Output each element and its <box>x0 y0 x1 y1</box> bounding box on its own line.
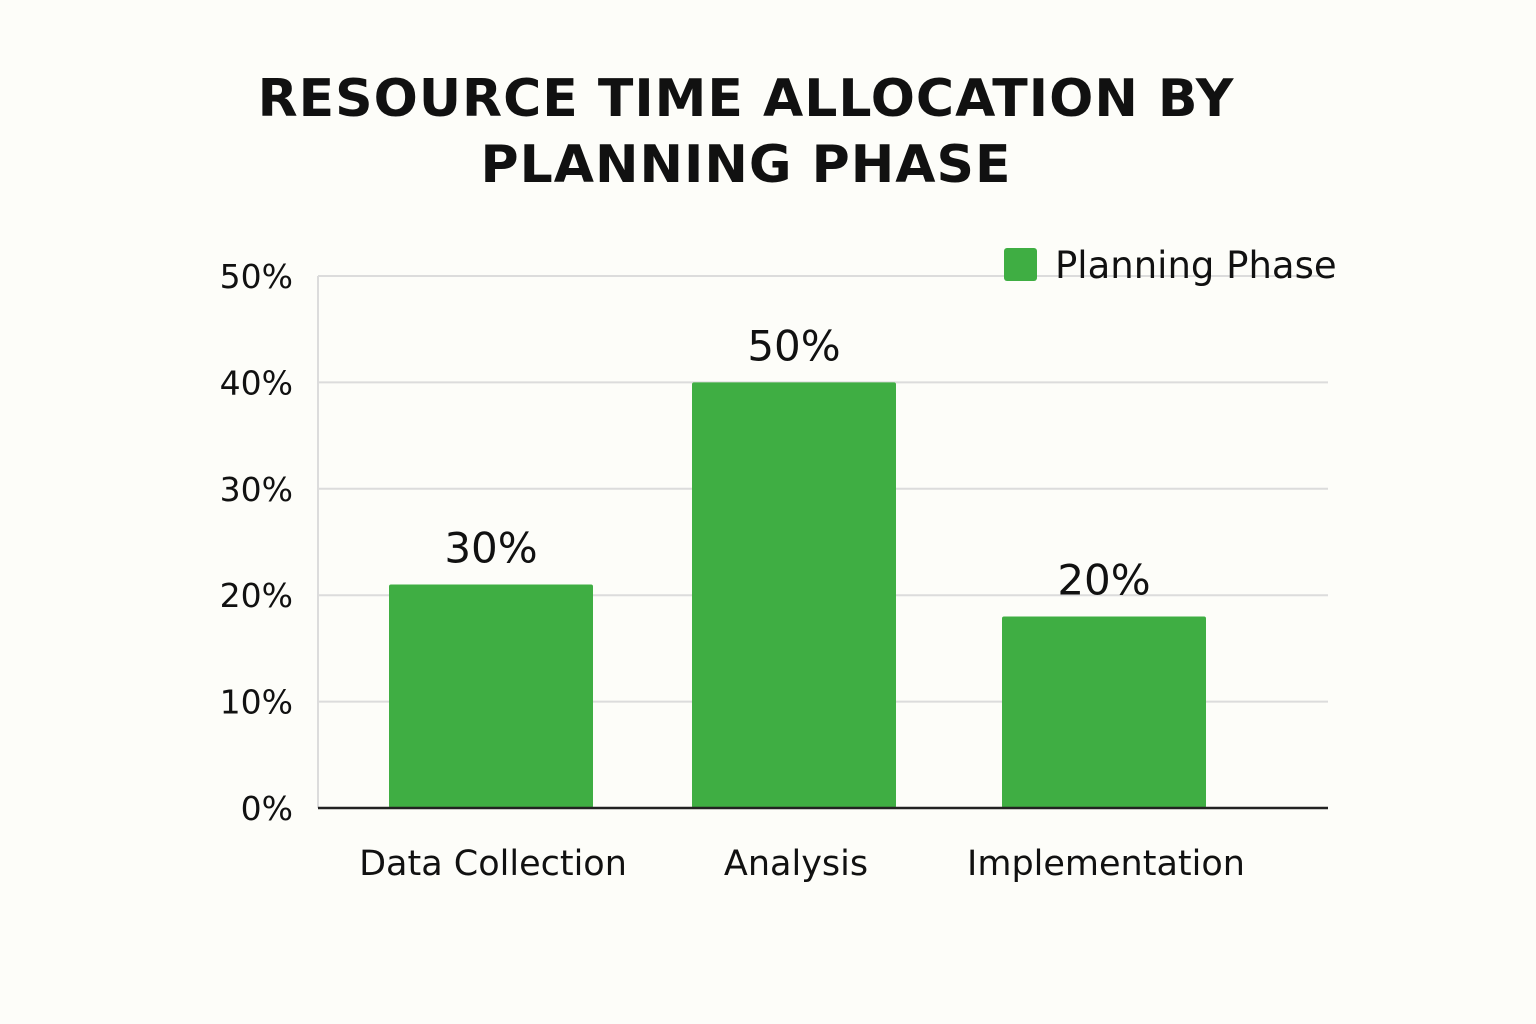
chart-title-line-1: RESOURCE TIME ALLOCATION BY <box>257 69 1235 129</box>
y-tick-label: 20% <box>220 576 293 615</box>
y-tick-label: 30% <box>220 470 293 509</box>
legend-swatch <box>1004 248 1037 281</box>
bar-data-collection <box>389 584 593 808</box>
x-category-label: Data Collection <box>359 844 627 884</box>
data-labels: 30% 50% 20% <box>444 321 1150 604</box>
x-category-label: Implementation <box>967 844 1245 884</box>
y-axis-ticks: 0% 10% 20% 30% 40% 50% <box>220 257 293 828</box>
bar-analysis <box>692 382 896 808</box>
chart-title: RESOURCE TIME ALLOCATION BY PLANNING PHA… <box>0 66 1492 198</box>
data-label: 20% <box>1057 555 1150 604</box>
y-tick-label: 10% <box>220 683 293 722</box>
x-axis-categories: Data Collection Analysis Implementation <box>359 844 1245 884</box>
legend-label: Planning Phase <box>1055 244 1337 287</box>
data-label: 50% <box>747 321 840 370</box>
y-tick-label: 0% <box>241 789 293 828</box>
y-tick-label: 40% <box>220 363 293 402</box>
legend: Planning Phase <box>1004 244 1337 287</box>
data-label: 30% <box>444 524 537 573</box>
bars <box>389 382 1206 808</box>
x-category-label: Analysis <box>724 844 868 884</box>
chart-title-line-2: PLANNING PHASE <box>480 135 1012 195</box>
y-tick-label: 50% <box>220 257 293 296</box>
bar-implementation <box>1002 616 1206 808</box>
